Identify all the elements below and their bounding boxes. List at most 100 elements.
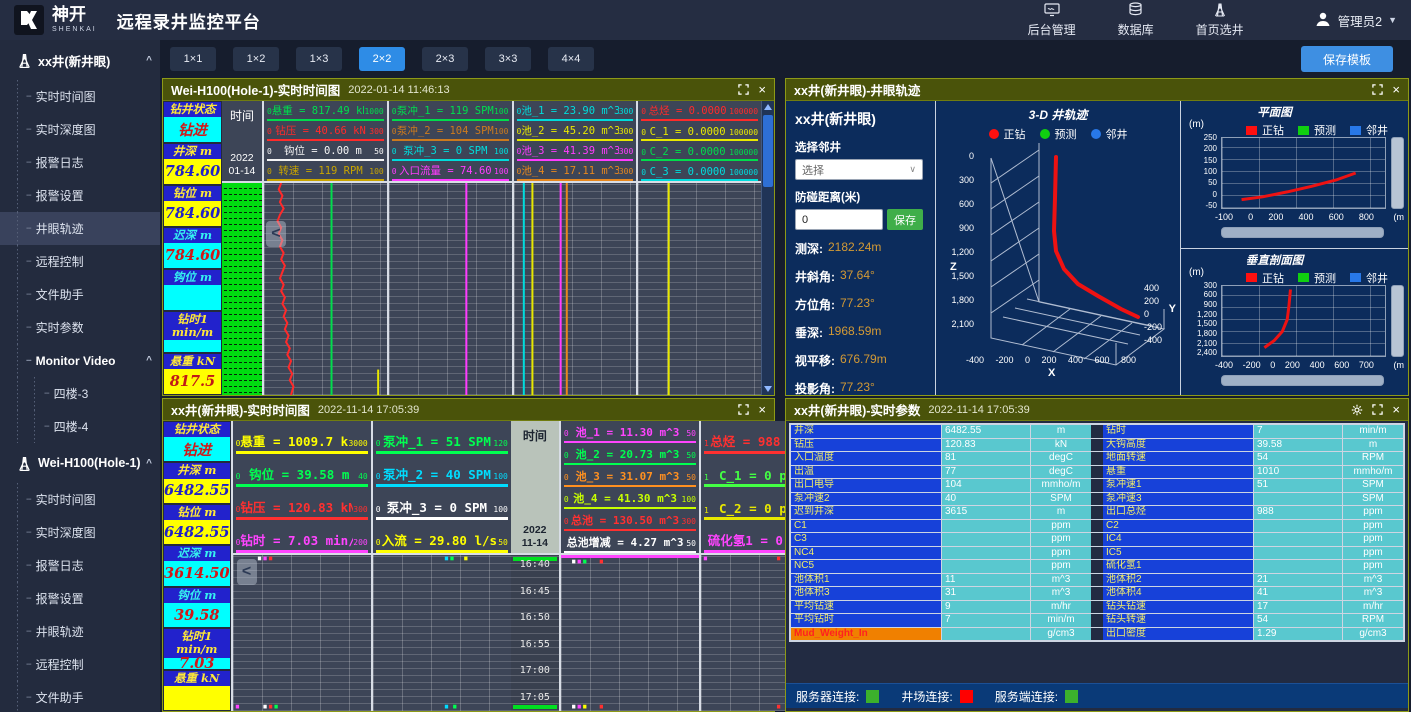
- nav-database[interactable]: 数据库: [1118, 2, 1154, 38]
- tree-dash: --: [26, 692, 31, 703]
- trajectory-3d-chart: 3-D 井轨迹 正钻预测邻井: [936, 101, 1180, 395]
- connection-status: 服务端连接:: [995, 688, 1078, 705]
- status-column: 钻井状态 钻进 井深 m 6482.55 钻位 m 6482.55 迟: [163, 421, 231, 711]
- plot-track-1[interactable]: [264, 181, 387, 395]
- curve-label: 0泵冲_3 = 0 SPM100: [389, 141, 512, 161]
- save-button[interactable]: 保存: [887, 209, 923, 230]
- sidebar-item[interactable]: -- 报警日志: [0, 146, 160, 179]
- sidebar-item-label: 实时深度图: [36, 524, 96, 541]
- plan-plot: [1221, 137, 1386, 209]
- z-tick: 900: [959, 223, 974, 233]
- plot-track-2[interactable]: [389, 181, 512, 395]
- sidebar-item-label: 井眼轨迹: [36, 623, 84, 640]
- user-menu[interactable]: 管理员2 ▼: [1314, 10, 1397, 31]
- close-icon[interactable]: ×: [758, 403, 766, 416]
- sidebar-item[interactable]: -- 实时时间图: [0, 80, 160, 113]
- param-unit: degC: [1031, 466, 1091, 479]
- sidebar-item[interactable]: xx井(新井眼) ^: [0, 40, 160, 80]
- close-icon[interactable]: ×: [1392, 83, 1400, 96]
- collapse-left-button[interactable]: <: [237, 559, 257, 585]
- param-value: 1010: [1254, 466, 1342, 479]
- vert-horizontal-scrollbar[interactable]: [1221, 375, 1384, 386]
- param-value: 39.58: [1254, 439, 1342, 452]
- track-3: 0池_1 = 11.30 m^350 0池_2 = 20.73 m^350 0池…: [559, 421, 699, 711]
- plan-horizontal-scrollbar[interactable]: [1221, 227, 1384, 238]
- collapse-left-button[interactable]: <: [266, 221, 286, 247]
- status-value: 784.60: [164, 159, 221, 184]
- sidebar-item[interactable]: -- 实时深度图: [0, 113, 160, 146]
- sidebar-item[interactable]: Wei-H100(Hole-1) ^: [0, 443, 160, 483]
- param-value: 6482.55: [942, 425, 1030, 438]
- plan-vertical-scrollbar[interactable]: [1391, 137, 1404, 209]
- param-label: 钻压: [791, 439, 941, 452]
- layout-button[interactable]: 4×4: [548, 47, 594, 71]
- layout-button[interactable]: 1×2: [233, 47, 279, 71]
- vert-vertical-scrollbar[interactable]: [1391, 285, 1404, 357]
- time-tick: 16:50: [511, 612, 559, 623]
- sidebar-item[interactable]: -- 远程控制: [0, 648, 160, 681]
- sidebar-item-label: 报警设置: [36, 187, 84, 204]
- panel-timestamp: 2022-11-14 17:05:39: [928, 404, 1029, 416]
- plot-track-2[interactable]: [373, 553, 511, 711]
- sidebar-item[interactable]: -- 报警设置: [0, 179, 160, 212]
- status-label: 迟深 m: [164, 228, 221, 243]
- layout-button[interactable]: 3×3: [485, 47, 531, 71]
- param-label: 平均钻时: [791, 614, 941, 627]
- status-bar-green: [513, 705, 557, 709]
- curve-label: 0泵冲_2 = 104 SPM100: [389, 121, 512, 141]
- layout-button[interactable]: 1×3: [296, 47, 342, 71]
- param-label: 硫化氢1: [1103, 560, 1253, 573]
- select-offset-label: 选择邻井: [795, 139, 926, 155]
- x-tick: 600: [1094, 355, 1109, 365]
- status-cell: 井深 m 784.60: [164, 144, 221, 184]
- track-4: 0总烃 = 0.0000100000 0C_1 = 0.0000100000 0…: [636, 101, 761, 395]
- anticollision-distance-input[interactable]: 0: [795, 209, 883, 230]
- sidebar-item[interactable]: -- 文件助手: [0, 681, 160, 712]
- sidebar-item[interactable]: -- Monitor Video ^: [0, 344, 160, 377]
- close-icon[interactable]: ×: [758, 83, 766, 96]
- plot-track-4[interactable]: [638, 181, 761, 395]
- sidebar-item[interactable]: -- 井眼轨迹: [0, 212, 160, 245]
- curve-label: 0C_1 = 0.0000100000: [638, 121, 761, 141]
- save-template-button[interactable]: 保存模板: [1301, 46, 1393, 72]
- param-value: 120.83: [942, 439, 1030, 452]
- status-label: 悬重 kN: [164, 354, 221, 369]
- status-value: 784.60: [164, 243, 221, 268]
- sidebar-item[interactable]: -- 实时深度图: [0, 516, 160, 549]
- sidebar-item[interactable]: -- 实时时间图: [0, 483, 160, 516]
- curve-label: 0泵冲_2 = 40 SPM100: [373, 454, 511, 487]
- expand-icon[interactable]: [1372, 404, 1383, 415]
- panel-title: xx井(新井眼)-实时时间图: [171, 400, 310, 419]
- close-icon[interactable]: ×: [1392, 403, 1400, 416]
- expand-icon[interactable]: [738, 84, 749, 95]
- expand-icon[interactable]: [1372, 84, 1383, 95]
- layout-button[interactable]: 2×3: [422, 47, 468, 71]
- sidebar-item[interactable]: -- 井眼轨迹: [0, 615, 160, 648]
- tree-dash: --: [44, 388, 49, 399]
- sidebar-item[interactable]: -- 四楼-4: [0, 410, 160, 443]
- plot-track-3[interactable]: [561, 553, 699, 711]
- sidebar-item[interactable]: -- 实时参数: [0, 311, 160, 344]
- gear-icon[interactable]: [1351, 404, 1363, 416]
- param-unit: min/m: [1343, 425, 1403, 438]
- plot-track-3[interactable]: [514, 181, 637, 395]
- layout-button[interactable]: 2×2: [359, 47, 405, 71]
- nav-home-well-select[interactable]: 首页选井: [1196, 2, 1244, 38]
- expand-icon[interactable]: [738, 404, 749, 415]
- legend-item: 正钻: [1246, 122, 1284, 138]
- tree-dash: --: [26, 659, 31, 670]
- layout-button[interactable]: 1×1: [170, 47, 216, 71]
- sidebar-item[interactable]: -- 报警日志: [0, 549, 160, 582]
- sidebar-item[interactable]: -- 四楼-3: [0, 377, 160, 410]
- time-title: 时间: [230, 107, 254, 124]
- offset-well-select[interactable]: 选择 ∨: [795, 159, 923, 180]
- brand-text: 神开 SHENKAI: [52, 7, 97, 33]
- nav-backend-admin[interactable]: 后台管理: [1028, 3, 1076, 38]
- time-tick: 16:55: [511, 639, 559, 650]
- vert-x-unit: (m: [1394, 360, 1405, 370]
- sidebar-item[interactable]: -- 远程控制: [0, 245, 160, 278]
- sidebar-item[interactable]: -- 报警设置: [0, 582, 160, 615]
- sidebar-item[interactable]: -- 文件助手: [0, 278, 160, 311]
- vertical-scrollbar[interactable]: [761, 101, 774, 395]
- y-tick: 1,200: [1197, 311, 1217, 319]
